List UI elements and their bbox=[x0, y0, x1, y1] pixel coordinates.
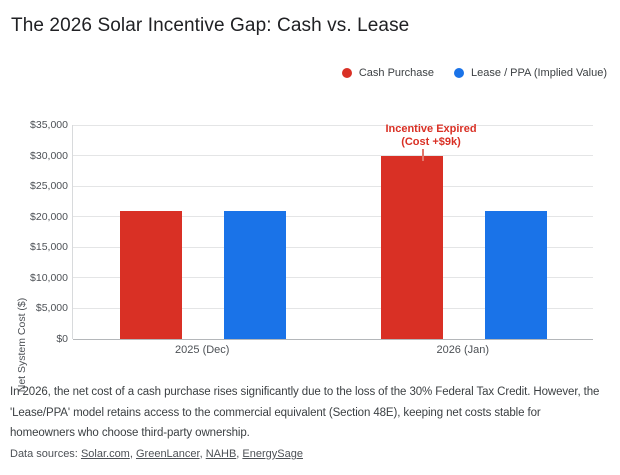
chart-legend: Cash Purchase Lease / PPA (Implied Value… bbox=[341, 67, 607, 79]
gridline bbox=[73, 124, 593, 126]
y-tick-label: $10,000 bbox=[30, 271, 68, 284]
plot-area bbox=[72, 124, 593, 340]
source-link-nahb[interactable]: NAHB bbox=[205, 448, 237, 460]
gridline bbox=[73, 185, 593, 187]
x-category-label: 2025 (Dec) bbox=[175, 344, 230, 356]
gridline bbox=[73, 277, 593, 279]
annotation-line1: Incentive Expired bbox=[385, 123, 477, 135]
legend-label-lease: Lease / PPA (Implied Value) bbox=[471, 67, 607, 79]
legend-item-lease: Lease / PPA (Implied Value) bbox=[454, 67, 607, 79]
bar-chart: Net System Cost ($) Incentive Expired (C… bbox=[0, 100, 620, 392]
y-tick-label: $5,000 bbox=[35, 302, 68, 315]
bar-cash-2025 bbox=[120, 211, 183, 339]
y-tick-label: $25,000 bbox=[30, 180, 68, 193]
y-tick-label: $15,000 bbox=[30, 241, 68, 254]
source-link-greenlancer[interactable]: GreenLancer bbox=[135, 448, 200, 460]
bar-lease-2026 bbox=[484, 211, 547, 339]
x-axis-line bbox=[73, 339, 593, 340]
y-tick-label: $30,000 bbox=[30, 149, 68, 162]
page-title: The 2026 Solar Incentive Gap: Cash vs. L… bbox=[11, 15, 410, 36]
annotation-line2: (Cost +$9k) bbox=[401, 135, 461, 148]
annotation-incentive-expired: Incentive Expired (Cost +$9k) bbox=[385, 123, 476, 148]
gridline bbox=[73, 307, 593, 309]
gridline bbox=[73, 155, 593, 157]
legend-item-cash: Cash Purchase bbox=[341, 67, 435, 79]
y-tick-label: $0 bbox=[56, 333, 68, 345]
cash-purchase-dot-icon bbox=[341, 68, 352, 78]
data-sources-links: Solar.com, GreenLancer, NAHB, EnergySage bbox=[80, 448, 303, 460]
annotation-connector-line bbox=[422, 149, 424, 161]
data-sources-prefix: Data sources: bbox=[10, 448, 78, 460]
lease-ppa-dot-icon bbox=[454, 68, 465, 78]
bar-cash-2026 bbox=[380, 156, 443, 339]
source-link-energysage[interactable]: EnergySage bbox=[242, 448, 303, 460]
bar-lease-2025 bbox=[224, 211, 287, 339]
data-sources: Data sources: Solar.com, GreenLancer, NA… bbox=[10, 448, 303, 460]
y-tick-label: $20,000 bbox=[30, 210, 68, 223]
x-category-label: 2026 (Jan) bbox=[436, 344, 490, 356]
y-tick-label: $35,000 bbox=[30, 119, 68, 131]
source-link-solar-com[interactable]: Solar.com bbox=[80, 448, 130, 460]
chart-description: In 2026, the net cost of a cash purchase… bbox=[10, 386, 600, 439]
gridline bbox=[73, 216, 593, 218]
gridline bbox=[73, 246, 593, 248]
legend-label-cash: Cash Purchase bbox=[358, 67, 435, 79]
